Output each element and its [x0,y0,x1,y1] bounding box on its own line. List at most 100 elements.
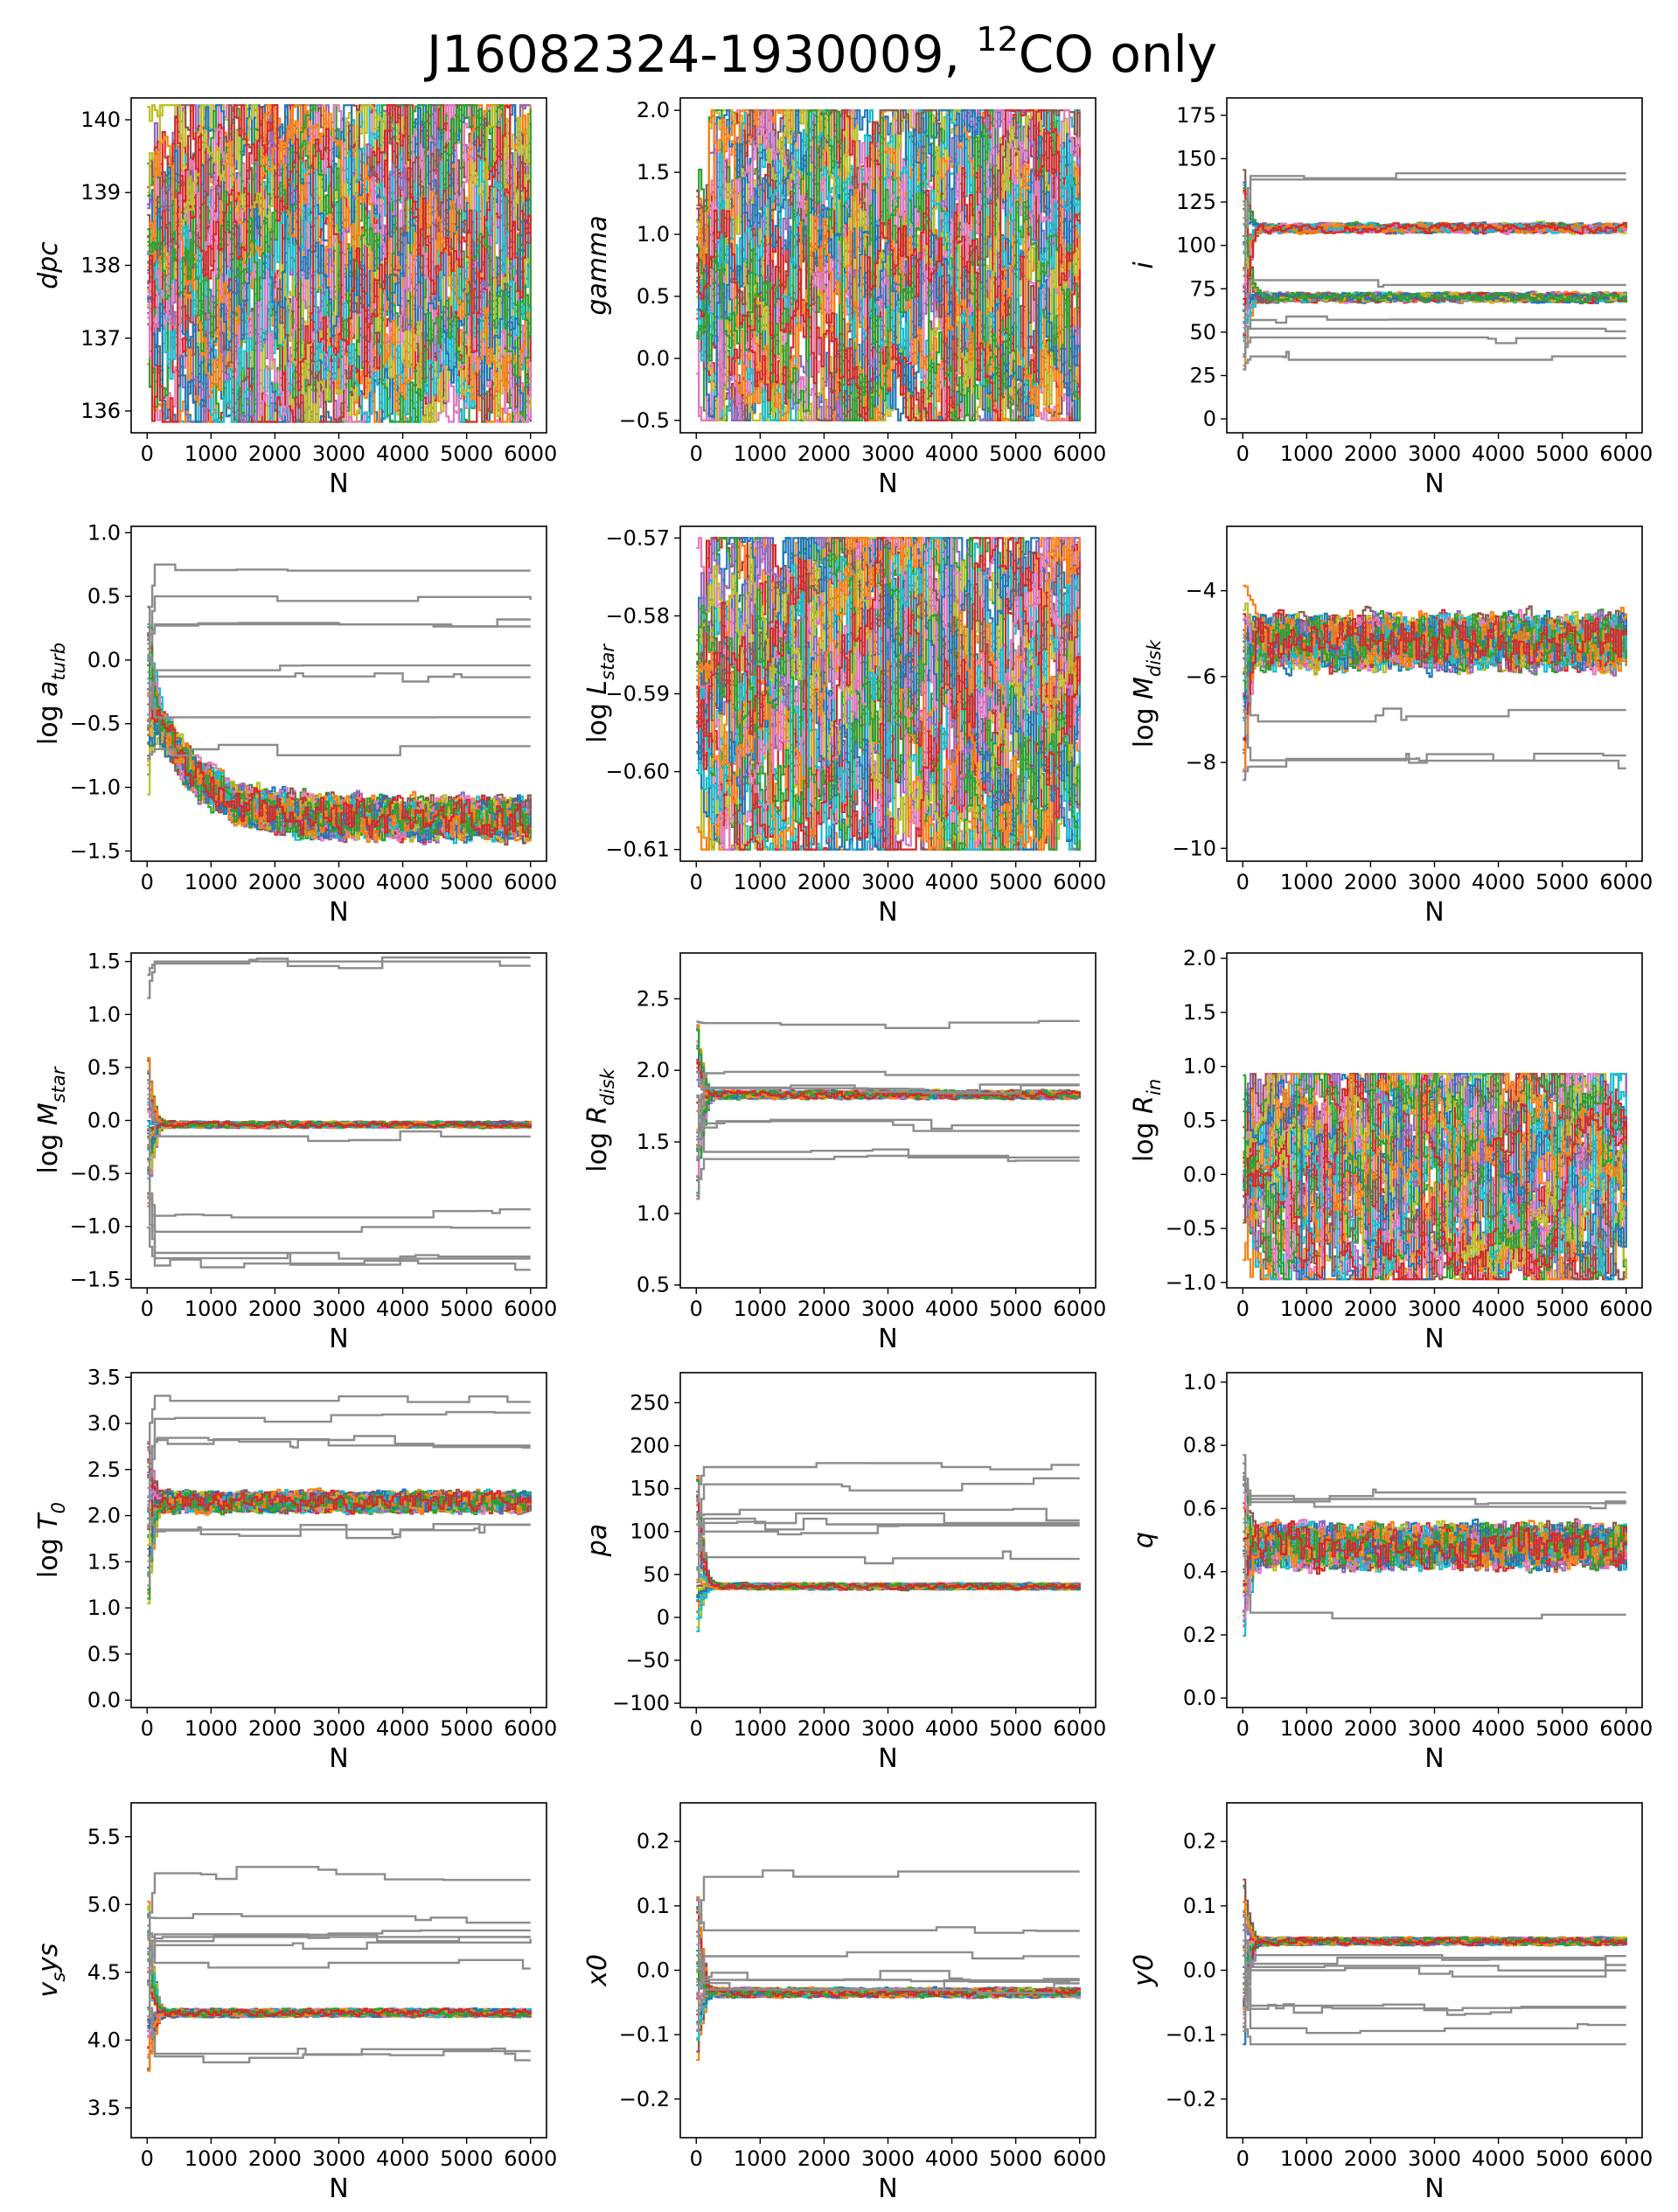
y-axis-label: gamma [582,215,613,315]
outlier-walker-41 [147,595,532,656]
panel-log_T0: 0 1000 2000 3000 4000 5000 6000 0.0 0.5 1.0 1.5 2.0… [33,1365,557,1774]
y-tick-label: 139 [80,180,121,205]
y-tick-label: 0.2 [1183,1829,1216,1854]
x-tick-label: 3000 [861,1716,915,1741]
walker-3 [147,1079,532,1129]
walker-38 [1243,1483,1627,1572]
y-tick-label: 3.5 [87,2096,121,2120]
y-tick-label: 1.0 [87,1596,121,1620]
y-tick-label: −50 [625,1648,670,1673]
x-tick-label: 6000 [1053,442,1106,466]
y-tick-label: 25 [1189,364,1216,388]
x-tick-label: 4000 [1472,442,1525,466]
x-axis-label: N [329,1324,348,1354]
y-tick-label: 150 [630,1477,670,1501]
walker-30 [147,1060,532,1130]
axes-frame-vsys [130,1802,547,2139]
x-tick-label: 3000 [1408,870,1461,894]
x-tick-label: 5000 [989,1716,1042,1741]
walker-33 [147,104,532,423]
y-axis-label: log Mstar [33,1066,69,1173]
y-tick-label: 0.0 [87,1109,121,1133]
x-tick-label: 2000 [1344,870,1397,894]
x-axis-label: N [1424,2174,1444,2204]
x-tick-label: 3000 [312,2146,366,2171]
outlier-walker-42 [1243,279,1626,335]
x-tick-label: 0 [141,2146,154,2171]
outlier-walker-41 [1243,1478,1626,1506]
walker-1 [147,1938,532,2019]
y-tick-label: 0.0 [87,1688,121,1713]
outlier-walker-45 [147,1503,531,1540]
x-tick-label: 6000 [504,870,557,894]
y-tick-label: 140 [80,108,121,132]
walker-39 [696,1495,1081,1591]
x-tick-label: 5000 [989,870,1042,894]
x-tick-label: 2000 [797,2146,851,2171]
y-tick-label: 0.0 [87,648,121,672]
x-tick-label: 5000 [1535,442,1589,466]
y-tick-label: 250 [630,1390,670,1415]
outlier-walker-47 [696,1154,1080,1200]
y-tick-label: 150 [1176,146,1216,170]
x-tick-label: 1000 [1280,442,1333,466]
y-tick-label: −0.5 [70,1161,121,1186]
walker-11 [696,1089,1081,1182]
y-tick-label: 137 [80,326,121,351]
x-tick-label: 2000 [1344,2146,1397,2171]
outlier-walker-44 [147,664,531,727]
y-tick-label: −8 [1186,750,1216,775]
y-tick-label: 1.5 [637,1130,670,1154]
y-tick-label: 50 [643,1562,670,1587]
outlier-walker-48 [147,1958,531,2063]
walker-31 [147,1119,532,1207]
outlier-walker-40 [696,1462,1080,1503]
y-tick-label: 0.5 [1183,1109,1216,1133]
panel-vsys: 0 1000 2000 3000 4000 5000 6000 3.5 4.0 4.5 5.0 5.5… [33,1802,557,2204]
y-axis-label: log Lstar [582,643,618,743]
trace-lines-log_T0 [147,1395,532,1604]
y-tick-label: 5.0 [87,1892,121,1916]
x-tick-label: 3000 [861,442,915,466]
y-tick-label: 1.5 [1183,1000,1216,1025]
walker-12 [696,1908,1081,2000]
y-tick-label: −1.0 [70,776,121,800]
walker-0 [696,1089,1081,1178]
outlier-walker-46 [147,682,531,719]
x-tick-label: 6000 [1599,442,1653,466]
trace-lines-vsys [147,1866,532,2072]
panel-log_Rin: 0 1000 2000 3000 4000 5000 6000 −1.0 −0.5 0.0 0.5 1… [1129,946,1653,1354]
axes-frame-log_T0 [130,1372,547,1708]
y-tick-label: 4.5 [87,1960,121,1985]
outlier-walker-45 [147,1196,531,1260]
walker-27 [696,109,1081,421]
walker-9 [147,1947,532,2019]
outlier-walker-44 [1243,322,1626,333]
outlier-walker-42 [147,1437,531,1468]
y-tick-label: 0.1 [637,1894,670,1918]
x-tick-label: 2000 [797,442,851,466]
walker-1 [147,1120,532,1205]
y-tick-label: −10 [1172,836,1216,860]
walker-38 [147,1953,532,2019]
walker-24 [1243,192,1627,304]
x-tick-label: 3000 [1408,442,1461,466]
x-tick-label: 6000 [1599,1297,1653,1321]
y-tick-label: 75 [1189,276,1216,301]
y-tick-label: 0.5 [87,1055,121,1080]
x-tick-label: 3000 [312,870,366,894]
x-tick-label: 1000 [185,442,238,466]
x-tick-label: 0 [141,870,154,894]
x-tick-label: 1000 [734,2146,787,2171]
x-tick-label: 5000 [440,1716,493,1741]
y-tick-label: 2.0 [637,98,670,122]
outlier-walker-44 [147,1924,531,1943]
trace-lines-pa [696,1462,1081,1632]
walker-20 [696,1089,1081,1194]
y-tick-label: −100 [612,1691,670,1715]
walker-3 [147,2008,532,2071]
y-tick-label: 138 [80,254,121,278]
outlier-walker-42 [147,1929,531,1963]
